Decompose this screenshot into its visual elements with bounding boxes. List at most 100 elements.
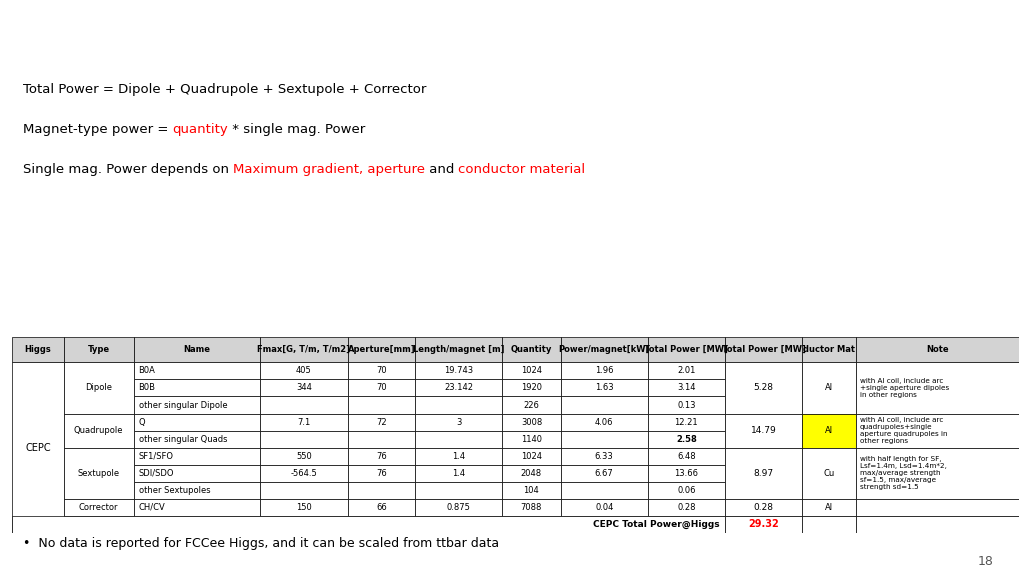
Text: 6.48: 6.48 xyxy=(677,452,695,461)
Bar xyxy=(647,448,725,465)
Text: 1.96: 1.96 xyxy=(595,366,613,376)
Text: 7088: 7088 xyxy=(521,503,542,511)
Bar xyxy=(12,516,725,533)
Bar xyxy=(416,414,502,431)
Text: Total Power [MW]: Total Power [MW] xyxy=(722,345,806,354)
Bar xyxy=(502,482,561,499)
Text: CEPC: CEPC xyxy=(26,442,51,453)
Text: B0A: B0A xyxy=(138,366,156,376)
Text: ductor Mat: ductor Mat xyxy=(803,345,855,354)
Text: Total Power [MW]: Total Power [MW] xyxy=(644,345,728,354)
Text: 0.875: 0.875 xyxy=(446,503,471,511)
Text: Name: Name xyxy=(183,345,210,354)
Bar xyxy=(561,482,647,499)
Bar xyxy=(416,482,502,499)
Text: Total Power = Dipole + Quadrupole + Sextupole + Corrector: Total Power = Dipole + Quadrupole + Sext… xyxy=(23,83,426,96)
Text: Note: Note xyxy=(926,345,948,354)
Bar xyxy=(502,499,561,516)
Text: Quantity: Quantity xyxy=(511,345,552,354)
Bar xyxy=(348,465,416,482)
Text: * single mag. Power: * single mag. Power xyxy=(228,123,366,136)
Text: 76: 76 xyxy=(377,469,387,478)
Text: 72: 72 xyxy=(377,418,387,427)
Bar xyxy=(348,499,416,516)
Text: Corrector: Corrector xyxy=(79,503,119,511)
Text: 18: 18 xyxy=(977,555,993,568)
Bar xyxy=(133,380,259,396)
Text: Magnet-type power =: Magnet-type power = xyxy=(23,123,172,136)
Bar xyxy=(133,431,259,448)
Bar xyxy=(259,396,348,414)
Text: Higgs: Higgs xyxy=(25,345,51,354)
Bar xyxy=(133,414,259,431)
Bar xyxy=(348,362,416,380)
Bar xyxy=(502,362,561,380)
Text: 7.1: 7.1 xyxy=(297,418,310,427)
Bar xyxy=(348,337,416,362)
Text: B0B: B0B xyxy=(138,384,156,392)
Text: Fmax[G, T/m, T/m2]: Fmax[G, T/m, T/m2] xyxy=(257,345,350,354)
Text: 1140: 1140 xyxy=(521,434,542,444)
Bar xyxy=(647,499,725,516)
Bar xyxy=(647,431,725,448)
Text: with Al coil, include arc
quadrupoles+single
aperture quadrupoles in
other regio: with Al coil, include arc quadrupoles+si… xyxy=(860,417,947,444)
Bar xyxy=(416,448,502,465)
Text: 550: 550 xyxy=(296,452,311,461)
Bar xyxy=(416,380,502,396)
Bar xyxy=(856,516,1019,533)
Bar xyxy=(725,448,803,499)
Text: Q: Q xyxy=(138,418,145,427)
Bar xyxy=(856,362,1019,414)
Bar xyxy=(647,362,725,380)
Bar xyxy=(647,414,725,431)
Text: 2.58: 2.58 xyxy=(676,434,696,444)
Bar xyxy=(259,362,348,380)
Bar xyxy=(502,431,561,448)
Bar xyxy=(416,499,502,516)
Text: 3008: 3008 xyxy=(521,418,542,427)
Bar xyxy=(502,465,561,482)
Bar xyxy=(416,396,502,414)
Bar xyxy=(63,362,133,414)
Text: 29.32: 29.32 xyxy=(749,520,779,529)
Bar xyxy=(133,448,259,465)
Text: 226: 226 xyxy=(523,400,540,410)
Bar xyxy=(502,337,561,362)
Text: Quadrupole: Quadrupole xyxy=(74,426,123,435)
Text: conductor material: conductor material xyxy=(459,164,586,176)
Bar xyxy=(561,380,647,396)
Text: 1.63: 1.63 xyxy=(595,384,613,392)
Text: Type: Type xyxy=(87,345,110,354)
Bar xyxy=(259,482,348,499)
Bar xyxy=(63,337,133,362)
Bar xyxy=(416,431,502,448)
Text: 1920: 1920 xyxy=(521,384,542,392)
Text: CH/CV: CH/CV xyxy=(138,503,165,511)
Bar xyxy=(561,431,647,448)
Bar xyxy=(259,380,348,396)
Text: 344: 344 xyxy=(296,384,311,392)
Bar xyxy=(803,499,856,516)
Text: 70: 70 xyxy=(377,366,387,376)
Text: 1.4: 1.4 xyxy=(453,469,465,478)
Text: 3: 3 xyxy=(456,418,462,427)
Text: and: and xyxy=(425,164,459,176)
Bar xyxy=(803,516,856,533)
Bar xyxy=(12,362,63,533)
Bar xyxy=(725,414,803,448)
Text: 0.06: 0.06 xyxy=(677,486,695,495)
Bar xyxy=(348,380,416,396)
Bar xyxy=(647,337,725,362)
Bar xyxy=(803,448,856,499)
Text: SF1/SFO: SF1/SFO xyxy=(138,452,174,461)
Bar xyxy=(647,396,725,414)
Bar xyxy=(348,396,416,414)
Text: 104: 104 xyxy=(523,486,540,495)
Text: 405: 405 xyxy=(296,366,311,376)
Bar xyxy=(803,337,856,362)
Text: 0.28: 0.28 xyxy=(754,503,774,511)
Text: Al: Al xyxy=(825,503,834,511)
Text: Sextupole: Sextupole xyxy=(78,469,120,478)
Text: SDI/SDO: SDI/SDO xyxy=(138,469,174,478)
Bar xyxy=(856,414,1019,448)
